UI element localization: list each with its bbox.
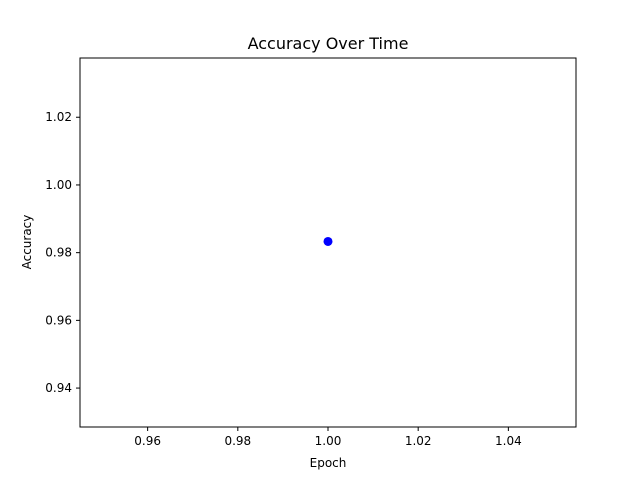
data-points (323, 236, 333, 246)
x-ticks: 0.96 0.98 1.00 1.02 1.04 (134, 427, 522, 448)
x-tick-label: 0.96 (134, 434, 161, 448)
chart-title: Accuracy Over Time (248, 34, 409, 53)
y-axis-label: Accuracy (20, 215, 34, 270)
x-tick-label: 0.98 (224, 434, 251, 448)
y-tick-label: 0.96 (45, 313, 72, 327)
x-axis-label: Epoch (310, 456, 347, 470)
y-tick-label: 0.94 (45, 381, 72, 395)
x-tick-label: 1.00 (315, 434, 342, 448)
y-tick-label: 1.02 (45, 110, 72, 124)
data-point (323, 236, 333, 246)
y-tick-label: 0.98 (45, 246, 72, 260)
y-ticks: 0.94 0.96 0.98 1.00 1.02 (45, 110, 80, 395)
y-tick-label: 1.00 (45, 178, 72, 192)
x-tick-label: 1.02 (405, 434, 432, 448)
x-tick-label: 1.04 (495, 434, 522, 448)
